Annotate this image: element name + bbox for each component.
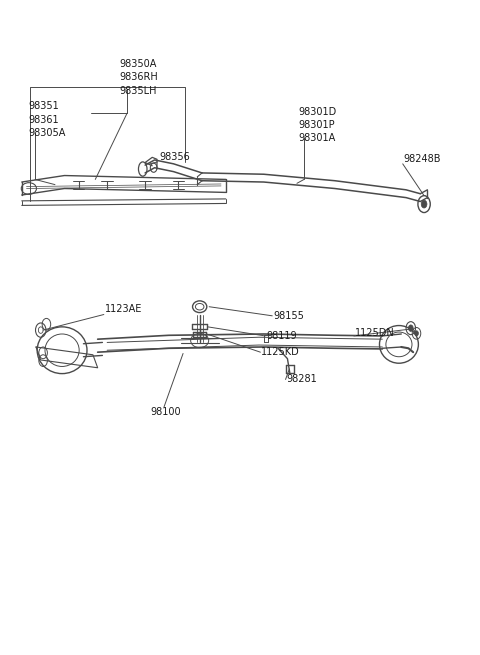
Text: 98350A
9836RH
9835LH: 98350A 9836RH 9835LH <box>119 59 158 96</box>
Circle shape <box>408 325 413 331</box>
Text: 98155: 98155 <box>273 311 304 321</box>
Text: 1123AE: 1123AE <box>105 305 142 314</box>
Ellipse shape <box>192 301 207 312</box>
Text: 98301D
98301P
98301A: 98301D 98301P 98301A <box>298 107 336 143</box>
Text: 98119: 98119 <box>266 331 297 341</box>
Text: 1125DN: 1125DN <box>355 328 395 338</box>
Text: 98281: 98281 <box>287 375 317 384</box>
Text: 98351
98361
98305A: 98351 98361 98305A <box>29 102 66 138</box>
Text: 1125KD: 1125KD <box>261 347 300 357</box>
Text: 98100: 98100 <box>151 407 181 417</box>
Circle shape <box>421 200 427 208</box>
Circle shape <box>415 331 419 336</box>
Text: 98248B: 98248B <box>404 154 441 164</box>
Text: 98356: 98356 <box>159 153 190 162</box>
